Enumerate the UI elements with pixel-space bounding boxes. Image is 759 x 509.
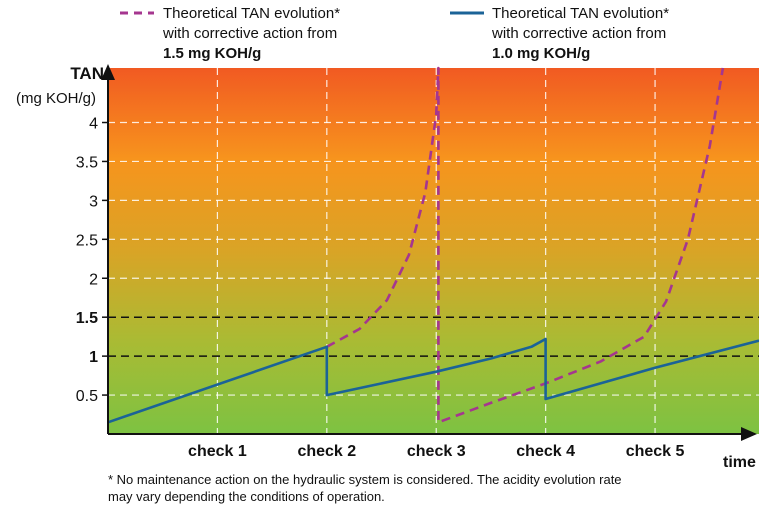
legend-label-2-line2: with corrective action from (491, 25, 666, 42)
x-tick-label: check 3 (407, 443, 466, 460)
x-axis-arrow (741, 427, 757, 441)
y-tick-label: 4 (89, 116, 98, 133)
y-tick-label: 3 (89, 193, 98, 210)
y-tick-label: 1 (89, 349, 98, 366)
legend-label-2-line3: 1.0 mg KOH/g (492, 45, 590, 62)
x-tick-label: check 2 (297, 443, 356, 460)
legend-label-2-line1: Theoretical TAN evolution* (492, 5, 669, 22)
footnote-line-1: * No maintenance action on the hydraulic… (108, 472, 622, 487)
x-tick-label: check 5 (626, 443, 685, 460)
legend: Theoretical TAN evolution* with correcti… (120, 5, 669, 62)
legend-label-1-line3: 1.5 mg KOH/g (163, 45, 261, 62)
y-tick-label: 0.5 (76, 388, 98, 405)
y-tick-label: 2 (89, 271, 98, 288)
legend-label-1-line2: with corrective action from (162, 25, 337, 42)
series-line-1-0-threshold (107, 337, 759, 424)
legend-label-1-line1: Theoretical TAN evolution* (163, 5, 340, 22)
y-tick-label: 1.5 (76, 310, 98, 327)
footnote-line-2: may vary depending the conditions of ope… (108, 489, 385, 504)
y-axis-arrow (101, 64, 115, 80)
y-axis-label: TAN (70, 64, 104, 83)
y-tick-label: 2.5 (76, 232, 98, 249)
x-tick-label: check 4 (516, 443, 575, 460)
y-tick-label: 3.5 (76, 154, 98, 171)
y-axis-unit: (mg KOH/g) (16, 90, 96, 107)
x-tick-label: check 1 (188, 443, 247, 460)
x-axis-label: time (723, 454, 756, 471)
